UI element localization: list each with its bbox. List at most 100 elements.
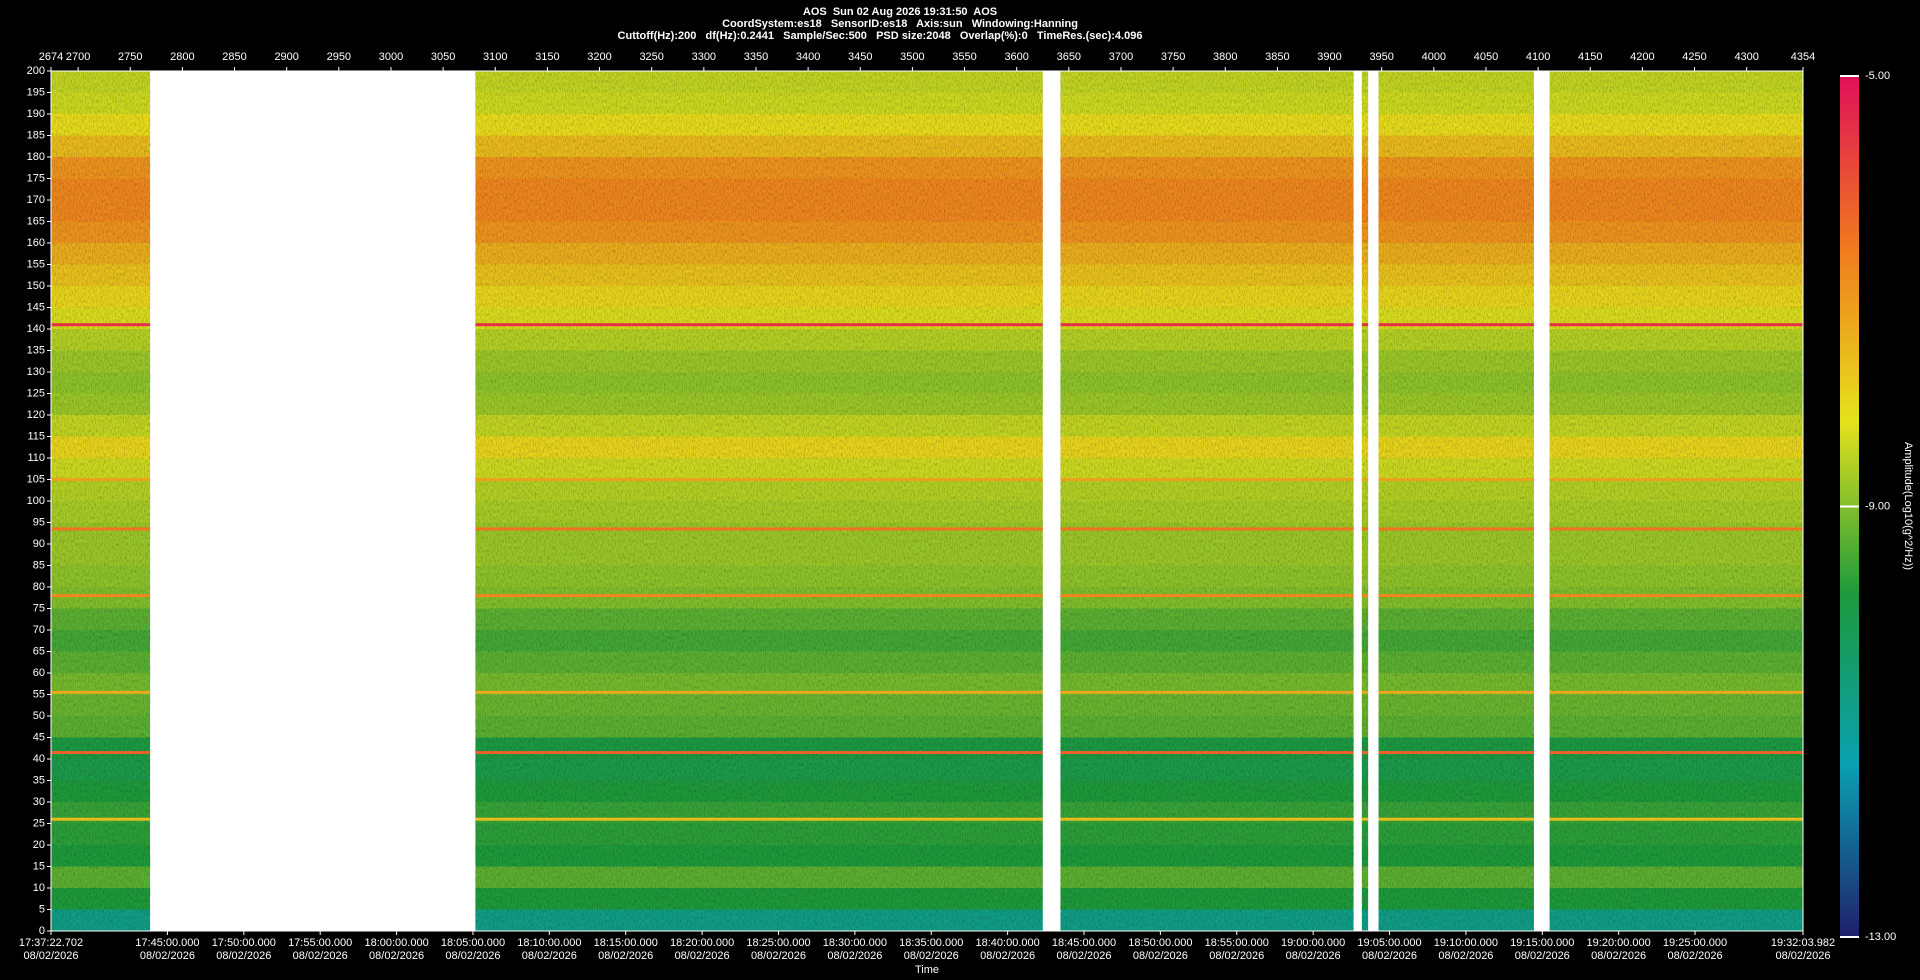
y-tick-label: 20 [33,839,45,851]
tone-line [1060,817,1354,821]
x-tick-date: 08/02/2026 [1286,950,1341,962]
x2-tick-label: 4150 [1578,51,1602,63]
y-tick-label: 80 [33,581,45,593]
x-tick-date: 08/02/2026 [827,950,882,962]
x2-tick-label: 3500 [900,51,924,63]
segment [51,71,151,931]
tone-line [1378,690,1534,694]
x-tick-date: 08/02/2026 [369,950,424,962]
x2-tick-label: 3700 [1109,51,1133,63]
y-tick-label: 125 [27,387,45,399]
tone-line [1549,527,1803,531]
x2-tick-label: 2674 [39,51,63,63]
x-tick-label: 18:50:00.000 [1128,937,1192,949]
x2-tick-label: 4000 [1422,51,1446,63]
chart-title: AOS Sun 02 Aug 2026 19:31:50 AOS [803,6,997,18]
y-tick-label: 100 [27,495,45,507]
y-tick-label: 30 [33,796,45,808]
tone-line [1378,527,1534,531]
tone-line [475,690,1043,694]
tone-line [475,527,1043,531]
y-tick-label: 135 [27,344,45,356]
y-tick-label: 90 [33,538,45,550]
tone-line [1549,751,1803,755]
x-tick-date: 08/02/2026 [216,950,271,962]
tone-line [1378,323,1534,327]
tone-line [1378,751,1534,755]
x-tick-label: 18:25:00.000 [746,937,810,949]
x2-tick-label: 2700 [66,51,90,63]
x2-tick-label: 4354 [1791,51,1815,63]
tone-line [475,751,1043,755]
x2-tick-label: 4250 [1682,51,1706,63]
x-tick-date: 08/02/2026 [1668,950,1723,962]
tone-line [51,594,151,598]
y-tick-label: 40 [33,753,45,765]
x-tick-label: 18:10:00.000 [517,937,581,949]
x2-tick-label: 3250 [639,51,663,63]
tone-line [1361,478,1369,481]
x-tick-label: 18:05:00.000 [441,937,505,949]
x-tick-label: 18:40:00.000 [976,937,1040,949]
tone-line [51,690,151,694]
y-tick-label: 95 [33,516,45,528]
tone-line [51,817,151,821]
x2-tick-label: 4200 [1630,51,1654,63]
x-tick-date: 08/02/2026 [1209,950,1264,962]
segment [475,71,1043,931]
tone-line [1361,690,1369,694]
tone-line [475,817,1043,821]
x2-tick-label: 3300 [692,51,716,63]
y-tick-label: 85 [33,559,45,571]
y-tick-label: 165 [27,215,45,227]
y-tick-label: 140 [27,323,45,335]
x-tick-date: 08/02/2026 [522,950,577,962]
x-axis-label: Time [915,964,939,976]
x2-tick-label: 3400 [796,51,820,63]
y-tick-label: 180 [27,151,45,163]
y-tick-label: 75 [33,602,45,614]
tone-line [1060,527,1354,531]
tone-line [475,594,1043,598]
y-tick-label: 170 [27,194,45,206]
x2-tick-label: 3450 [848,51,872,63]
tone-line [1361,323,1369,327]
y-tick-label: 0 [39,925,45,937]
noise-texture [1361,71,1369,931]
y-tick-label: 145 [27,301,45,313]
colorbar-tick-label: -5.00 [1865,70,1890,82]
tone-line [1361,751,1369,755]
y-tick-label: 155 [27,258,45,270]
x-tick-label: 18:45:00.000 [1052,937,1116,949]
tone-line [51,323,151,327]
y-tick-label: 60 [33,667,45,679]
tone-line [51,478,151,481]
tone-line [475,478,1043,481]
x2-tick-label: 4050 [1474,51,1498,63]
x2-tick-label: 3100 [483,51,507,63]
y-tick-label: 10 [33,882,45,894]
tone-line [51,751,151,755]
tone-line [1549,478,1803,481]
x2-tick-label: 3550 [952,51,976,63]
noise-texture [51,71,151,931]
segment [1060,71,1354,931]
tone-line [1549,817,1803,821]
x2-tick-label: 3750 [1161,51,1185,63]
x-tick-label: 19:05:00.000 [1357,937,1421,949]
segment [1361,71,1369,931]
x-tick-label: 18:55:00.000 [1205,937,1269,949]
noise-texture [1378,71,1534,931]
chart-subtitle: CoordSystem:es18 SensorID:es18 Axis:sun … [722,18,1078,30]
x2-tick-label: 3650 [1057,51,1081,63]
x2-tick-label: 4300 [1734,51,1758,63]
x-tick-date: 08/02/2026 [140,950,195,962]
segment [1549,71,1803,931]
x-tick-label: 19:25:00.000 [1663,937,1727,949]
x2-tick-label: 3800 [1213,51,1237,63]
y-tick-label: 105 [27,473,45,485]
x-tick-label: 18:00:00.000 [364,937,428,949]
y-tick-label: 130 [27,366,45,378]
